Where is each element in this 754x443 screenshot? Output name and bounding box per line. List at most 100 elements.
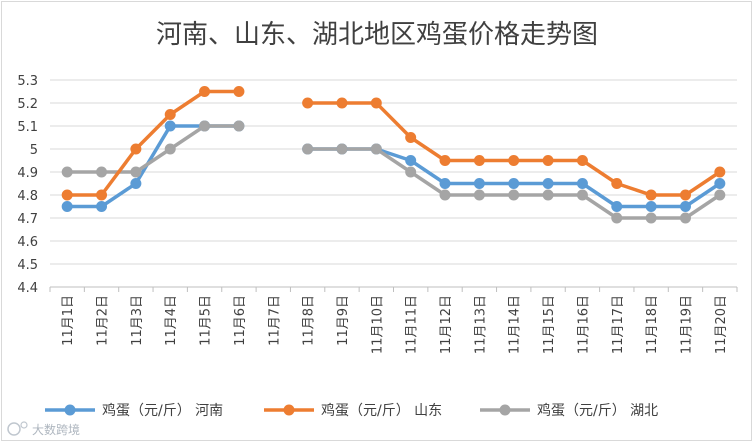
data-point bbox=[130, 166, 142, 178]
series-lines bbox=[67, 89, 721, 220]
y-tick-label: 5.1 bbox=[17, 120, 38, 135]
data-point bbox=[714, 166, 726, 178]
data-point bbox=[199, 86, 211, 97]
chart-title: 河南、山东、湖北地区鸡蛋价格走势图 bbox=[156, 20, 598, 50]
x-tick-label: 11月20日 bbox=[714, 295, 729, 354]
gridlines bbox=[50, 79, 737, 265]
data-point bbox=[164, 120, 176, 132]
y-tick-label: 4.7 bbox=[17, 212, 38, 227]
x-tick-label: 11月19日 bbox=[679, 295, 694, 354]
x-tick-label: 11月3日 bbox=[130, 295, 145, 346]
x-tick-label: 11月15日 bbox=[542, 295, 557, 354]
data-point bbox=[439, 155, 451, 166]
data-point bbox=[542, 178, 554, 189]
watermark-text: 大数跨境 bbox=[32, 422, 80, 437]
axes bbox=[49, 286, 738, 292]
data-point bbox=[611, 201, 623, 212]
data-point bbox=[96, 166, 108, 178]
data-point bbox=[576, 155, 588, 166]
data-point bbox=[576, 178, 588, 189]
y-tick-label: 4.8 bbox=[17, 189, 38, 204]
data-point bbox=[645, 201, 657, 212]
y-tick-label: 4.9 bbox=[17, 166, 38, 181]
data-point bbox=[508, 155, 520, 166]
data-point bbox=[130, 143, 142, 155]
data-point bbox=[164, 109, 176, 120]
data-point bbox=[61, 201, 73, 212]
series-line bbox=[67, 89, 239, 197]
watermark-logo-icon bbox=[7, 421, 28, 436]
data-point bbox=[302, 143, 314, 155]
x-tick-label: 11月6日 bbox=[233, 295, 248, 346]
data-point bbox=[473, 189, 485, 201]
data-point bbox=[61, 189, 73, 201]
data-point bbox=[96, 201, 108, 212]
legend-label: 鸡蛋（元/斤） 河南 bbox=[102, 402, 223, 419]
data-point bbox=[336, 143, 348, 155]
y-axis-ticks: 4.4 4.5 4.6 4.7 4.8 4.9 5 5.1 5.2 5.3 bbox=[17, 74, 38, 296]
x-tick-label: 11月16日 bbox=[576, 295, 591, 354]
legend-swatch-marker bbox=[283, 404, 295, 416]
data-point bbox=[679, 212, 691, 224]
data-point bbox=[645, 189, 657, 201]
legend: 鸡蛋（元/斤） 河南 鸡蛋（元/斤） 山东 鸡蛋（元/斤） 湖北 bbox=[45, 402, 658, 419]
watermark: 大数跨境 bbox=[7, 421, 80, 437]
data-point bbox=[714, 189, 726, 201]
data-point bbox=[508, 178, 520, 189]
y-tick-label: 5 bbox=[30, 143, 38, 158]
y-tick-label: 5.3 bbox=[17, 74, 38, 89]
data-point bbox=[645, 212, 657, 224]
data-point bbox=[336, 97, 348, 109]
data-point bbox=[473, 178, 485, 189]
legend-swatch-marker bbox=[64, 404, 76, 416]
data-point bbox=[302, 97, 314, 109]
data-point bbox=[233, 86, 245, 97]
data-point bbox=[405, 155, 417, 166]
x-tick-label: 11月17日 bbox=[611, 295, 626, 354]
data-point bbox=[714, 178, 726, 189]
x-tick-label: 11月9日 bbox=[336, 295, 351, 346]
legend-label: 鸡蛋（元/斤） 山东 bbox=[321, 402, 442, 419]
data-point bbox=[405, 132, 417, 143]
data-point bbox=[473, 155, 485, 166]
data-point bbox=[370, 97, 382, 109]
data-point bbox=[679, 189, 691, 201]
series-line bbox=[67, 124, 239, 174]
data-point bbox=[233, 120, 245, 132]
data-point bbox=[370, 143, 382, 155]
x-tick-label: 11月7日 bbox=[267, 295, 282, 346]
data-point bbox=[576, 189, 588, 201]
x-tick-label: 11月5日 bbox=[199, 295, 214, 346]
x-tick-label: 11月13日 bbox=[473, 295, 488, 354]
legend-label: 鸡蛋（元/斤） 湖北 bbox=[537, 402, 658, 419]
x-tick-label: 11月11日 bbox=[405, 295, 420, 354]
data-point bbox=[439, 178, 451, 189]
x-tick-label: 11月4日 bbox=[164, 295, 179, 346]
data-point bbox=[542, 189, 554, 201]
x-tick-label: 11月10日 bbox=[370, 295, 385, 354]
x-tick-label: 11月2日 bbox=[96, 295, 111, 346]
data-point bbox=[611, 212, 623, 224]
data-point bbox=[611, 178, 623, 189]
x-tick-label: 11月14日 bbox=[508, 295, 523, 354]
data-point bbox=[508, 189, 520, 201]
data-point bbox=[61, 166, 73, 178]
data-point bbox=[96, 189, 108, 201]
data-point bbox=[130, 178, 142, 189]
y-tick-label: 5.2 bbox=[17, 97, 38, 112]
y-tick-label: 4.5 bbox=[17, 258, 38, 273]
x-tick-label: 11月8日 bbox=[302, 295, 317, 346]
data-point bbox=[405, 166, 417, 178]
data-point bbox=[439, 189, 451, 201]
legend-swatch-marker bbox=[499, 404, 511, 416]
y-tick-label: 4.4 bbox=[17, 281, 38, 296]
x-tick-label: 11月18日 bbox=[645, 295, 660, 354]
series-markers bbox=[61, 86, 726, 224]
data-point bbox=[199, 120, 211, 132]
data-point bbox=[542, 155, 554, 166]
data-point bbox=[679, 201, 691, 212]
x-axis-ticks: 11月1日 11月2日 11月3日 11月4日 11月5日 11月6日 11月7日 11月8日… bbox=[61, 295, 729, 354]
y-tick-label: 4.6 bbox=[17, 235, 38, 250]
